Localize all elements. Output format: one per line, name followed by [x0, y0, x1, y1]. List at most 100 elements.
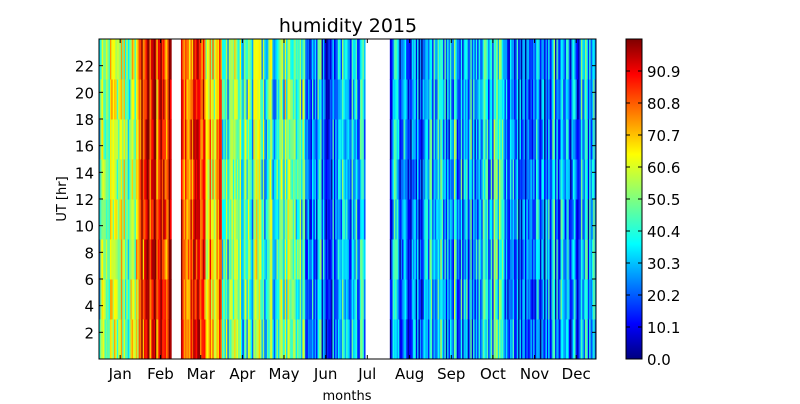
heatmap-cell [309, 319, 311, 359]
heatmap-cell [306, 199, 309, 240]
heatmap-cell [340, 159, 343, 200]
heatmap-cell [406, 279, 408, 320]
heatmap-cell [150, 39, 153, 80]
heatmap-cell [407, 39, 410, 80]
heatmap-cell [436, 279, 438, 320]
heatmap-cell [553, 279, 556, 320]
heatmap-cell [563, 319, 565, 359]
heatmap-cell [320, 39, 322, 80]
heatmap-cell [443, 239, 445, 280]
heatmap-cell [170, 239, 172, 280]
heatmap-cell [452, 239, 455, 280]
heatmap-cell [391, 79, 393, 120]
heatmap-cell [335, 239, 337, 280]
heatmap-cell [189, 159, 191, 200]
heatmap-cell [433, 239, 436, 280]
heatmap-cell [462, 319, 464, 359]
heatmap-cell [443, 119, 445, 160]
heatmap-cell [223, 199, 225, 240]
heatmap-cell [429, 199, 432, 240]
heatmap-cell [560, 279, 563, 320]
heatmap-cell [440, 199, 443, 240]
heatmap-cell [423, 199, 426, 240]
heatmap-cell [296, 239, 299, 280]
heatmap-cell [475, 79, 478, 120]
heatmap-cell [283, 39, 285, 80]
heatmap-cell [535, 199, 538, 240]
heatmap-cell [499, 319, 501, 359]
heatmap-cell [332, 199, 335, 240]
heatmap-cell [305, 39, 307, 80]
heatmap-cell [443, 319, 445, 359]
heatmap-cell [217, 119, 220, 160]
heatmap-cell [522, 159, 524, 200]
heatmap-cell [116, 279, 119, 320]
heatmap-cell [276, 39, 279, 80]
heatmap-cell [578, 79, 580, 120]
heatmap-cell [105, 119, 108, 160]
heatmap-cell [170, 119, 172, 160]
heatmap-cell [295, 79, 298, 120]
heatmap-cell [225, 119, 228, 160]
heatmap-cell [565, 119, 568, 160]
heatmap-cell [261, 319, 264, 359]
heatmap-cell [305, 119, 307, 160]
heatmap-cell [358, 279, 361, 320]
heatmap-cell [422, 159, 425, 200]
heatmap-cell [104, 159, 107, 200]
heatmap-cell [571, 119, 574, 160]
heatmap-cell [347, 119, 350, 160]
heatmap-cell [519, 119, 522, 160]
heatmap-cell [159, 279, 161, 320]
heatmap-cell [456, 319, 459, 359]
heatmap-cell [559, 119, 561, 160]
heatmap-cell [358, 79, 361, 120]
heatmap-cell [456, 199, 459, 240]
heatmap-cell [324, 239, 326, 280]
heatmap-cell [187, 119, 190, 160]
heatmap-cell [198, 279, 201, 320]
heatmap-cell [231, 159, 234, 200]
heatmap-cell [205, 279, 208, 320]
heatmap-cell [141, 79, 143, 120]
heatmap-cell [215, 199, 217, 240]
heatmap-cell [579, 279, 582, 320]
heatmap-cell [466, 279, 468, 320]
heatmap-cell [408, 119, 411, 160]
heatmap-cell [518, 159, 520, 200]
heatmap-cell [124, 39, 127, 80]
heatmap-cell [403, 319, 406, 359]
heatmap-cell [555, 39, 557, 80]
heatmap-cell [194, 119, 197, 160]
heatmap-cell [239, 199, 242, 240]
heatmap-cell [225, 79, 228, 120]
heatmap-cell [138, 199, 141, 240]
heatmap-cell [490, 159, 493, 200]
heatmap-cell [286, 199, 288, 240]
heatmap-cell [242, 239, 245, 280]
heatmap-cell [458, 279, 460, 320]
heatmap-cell [474, 199, 477, 240]
heatmap-cell [333, 79, 336, 120]
heatmap-cell [459, 39, 462, 80]
heatmap-cell [339, 79, 341, 120]
heatmap-cell [355, 279, 358, 320]
heatmap-cell [180, 119, 183, 160]
heatmap-cell [467, 239, 470, 280]
heatmap-cell [559, 79, 561, 120]
heatmap-cell [257, 319, 260, 359]
heatmap-cell [119, 39, 122, 80]
heatmap-cell [452, 199, 455, 240]
heatmap-cell [489, 199, 492, 240]
heatmap-cell [324, 119, 326, 160]
heatmap-cell [124, 239, 127, 280]
heatmap-cell [103, 319, 105, 359]
heatmap-cell [339, 319, 341, 359]
heatmap-cell [560, 159, 563, 200]
heatmap-cell [441, 119, 444, 160]
heatmap-cell [433, 279, 436, 320]
heatmap-cell [392, 39, 395, 80]
heatmap-cell [417, 279, 419, 320]
heatmap-cell [448, 79, 451, 120]
